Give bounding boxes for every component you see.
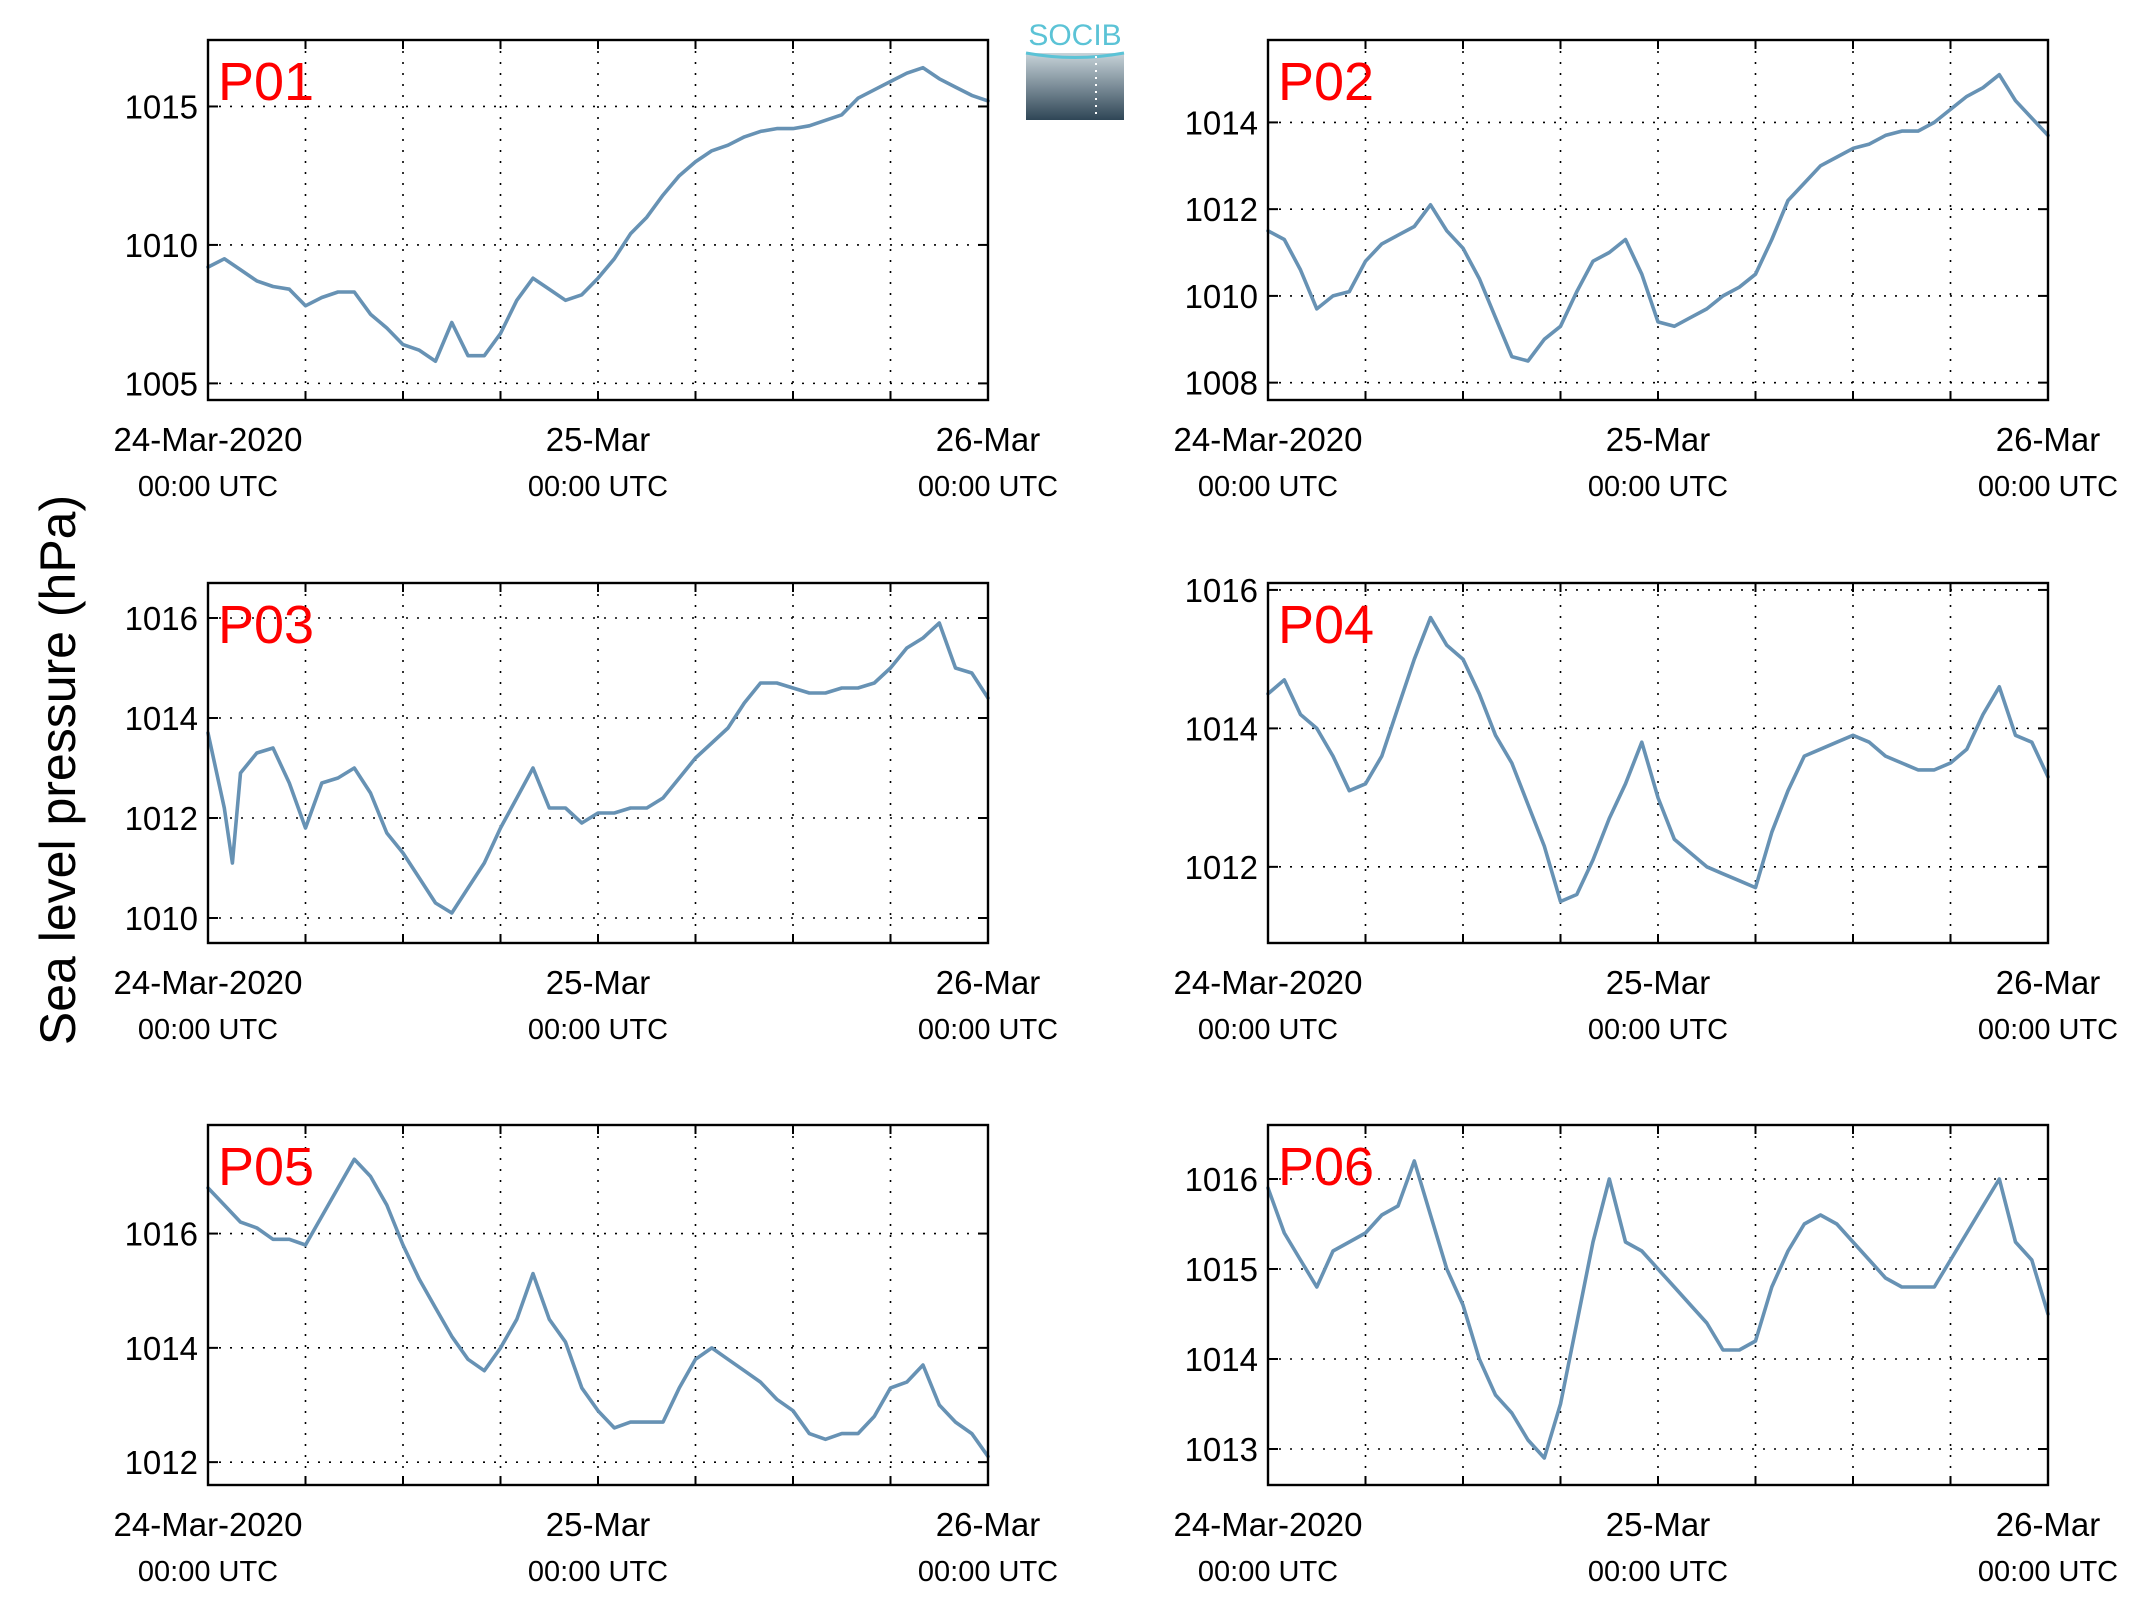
x-tick-label-time: 00:00 UTC [528,1556,668,1588]
x-tick-label-time: 00:00 UTC [1198,1014,1338,1046]
x-tick-label-date: 26-Mar [936,964,1041,1001]
panel-name: P01 [218,52,314,112]
y-tick-label: 1010 [125,227,198,264]
axes-frame [206,1123,990,1487]
x-tick-label-date: 26-Mar [1996,1506,2101,1543]
y-tick-label: 1016 [125,600,198,637]
y-tick-label: 1012 [1185,191,1258,228]
panel-name: P03 [218,595,314,655]
x-tick-label-time: 00:00 UTC [528,471,668,503]
panel-name: P04 [1278,595,1374,655]
x-tick-label-date: 25-Mar [546,421,651,458]
x-tick-label-time: 00:00 UTC [528,1014,668,1046]
x-tick-label-date: 25-Mar [546,1506,651,1543]
axes-frame [206,581,990,945]
y-tick-label: 1010 [125,900,198,937]
x-tick-label-date: 24-Mar-2020 [1174,1506,1363,1543]
x-tick-label-time: 00:00 UTC [138,1556,278,1588]
y-tick-label: 1014 [125,1330,198,1367]
x-tick-label-time: 00:00 UTC [1198,1556,1338,1588]
x-tick-label-date: 25-Mar [1606,1506,1711,1543]
axes-frame [206,38,990,402]
x-tick-label-date: 24-Mar-2020 [1174,421,1363,458]
y-tick-label: 1014 [1185,1341,1258,1378]
y-tick-label: 1010 [1185,278,1258,315]
y-tick-label: 1012 [1185,849,1258,886]
panel-p01: 1005 1010 1015 24-Mar-2020 00:00 UTC 25-Mar 00… [114,38,1058,503]
y-tick-label: 1014 [1185,104,1258,141]
x-tick-label-time: 00:00 UTC [1588,1014,1728,1046]
y-tick-label: 1016 [125,1216,198,1253]
x-tick-label-time: 00:00 UTC [1588,471,1728,503]
axes-frame [1266,581,2050,945]
y-tick-label: 1015 [125,88,198,125]
y-tick-label: 1005 [125,365,198,402]
socib-logo-wave [1025,51,1125,59]
x-tick-label-time: 00:00 UTC [1978,1556,2118,1588]
panel-name: P05 [218,1137,314,1197]
series-line-p02 [1266,72,2050,363]
x-tick-label-date: 26-Mar [1996,964,2101,1001]
y-tick-label: 1012 [125,1444,198,1481]
socib-logo-text: SOCIB [1028,19,1121,52]
x-tick-label-time: 00:00 UTC [918,1556,1058,1588]
panel-p06: 1013 1014 1015 1016 24-Mar-2020 00:00 UTC 25-M… [1174,1123,2118,1588]
y-tick-label: 1014 [125,700,198,737]
socib-logo: SOCIB [1025,19,1125,120]
panel-p03: 1010 1012 1014 1016 24-Mar-2020 00:00 UTC 25-M… [114,581,1058,1046]
x-tick-label-date: 25-Mar [1606,964,1711,1001]
x-tick-label-time: 00:00 UTC [1198,471,1338,503]
x-tick-label-time: 00:00 UTC [1588,1556,1728,1588]
y-tick-label: 1012 [125,800,198,837]
y-tick-label: 1014 [1185,710,1258,747]
panel-name: P02 [1278,52,1374,112]
x-tick-label-time: 00:00 UTC [138,1014,278,1046]
x-tick-label-time: 00:00 UTC [1978,471,2118,503]
x-tick-label-date: 25-Mar [1606,421,1711,458]
x-tick-label-time: 00:00 UTC [918,1014,1058,1046]
y-tick-label: 1008 [1185,365,1258,402]
y-tick-label: 1013 [1185,1431,1258,1468]
panel-p05: 1012 1014 1016 24-Mar-2020 00:00 UTC 25-Mar 00… [114,1123,1058,1588]
y-tick-label: 1015 [1185,1251,1258,1288]
panel-name: P06 [1278,1137,1374,1197]
x-tick-label-date: 25-Mar [546,964,651,1001]
x-tick-label-date: 24-Mar-2020 [114,1506,303,1543]
panel-p02: 1008 1010 1012 1014 24-Mar-2020 00:00 UTC 25-M… [1174,38,2118,503]
x-tick-label-date: 24-Mar-2020 [114,964,303,1001]
x-tick-label-date: 26-Mar [1996,421,2101,458]
x-tick-label-date: 24-Mar-2020 [114,421,303,458]
axes-frame [1266,1123,2050,1487]
x-tick-label-date: 26-Mar [936,1506,1041,1543]
y-axis-label: Sea level pressure (hPa) [30,495,86,1045]
x-tick-label-time: 00:00 UTC [1978,1014,2118,1046]
series-line-p01 [206,65,990,363]
x-tick-label-time: 00:00 UTC [138,471,278,503]
y-tick-label: 1016 [1185,1161,1258,1198]
socib-logo-gradient-block [1026,53,1124,120]
x-tick-label-date: 24-Mar-2020 [1174,964,1363,1001]
x-tick-label-date: 26-Mar [936,421,1041,458]
panel-p04: 1012 1014 1016 24-Mar-2020 00:00 UTC 25-Mar 00… [1174,572,2119,1046]
series-line-p06 [1266,1159,2050,1460]
axes-frame [1266,38,2050,402]
series-line-p05 [206,1157,990,1459]
series-line-p04 [1266,615,2050,904]
y-tick-label: 1016 [1185,572,1258,609]
x-tick-label-time: 00:00 UTC [918,471,1058,503]
series-line-p03 [206,621,990,915]
